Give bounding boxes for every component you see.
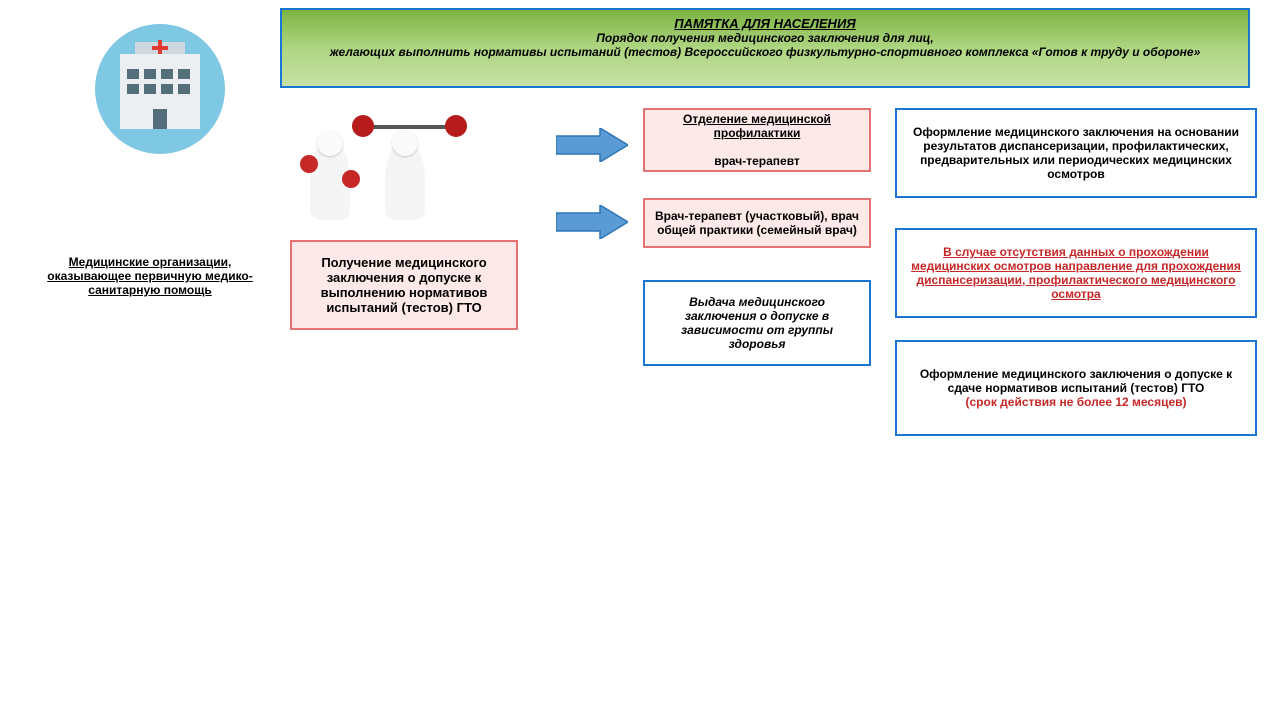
box-department-sub: врач-терапевт — [714, 154, 800, 168]
box-right-3: Оформление медицинского заключения о доп… — [895, 340, 1257, 436]
box-issue-text: Выдача медицинского заключения о допуске… — [655, 295, 859, 351]
box-right-1-text: Оформление медицинского заключения на ос… — [907, 125, 1245, 181]
hospital-icon — [95, 24, 225, 154]
box-issue: Выдача медицинского заключения о допуске… — [643, 280, 871, 366]
box-gto-text: Получение медицинского заключения о допу… — [302, 255, 506, 315]
box-right-1: Оформление медицинского заключения на ос… — [895, 108, 1257, 198]
box-right-3-main: Оформление медицинского заключения о доп… — [907, 367, 1245, 395]
athletes-icon — [300, 110, 470, 230]
box-therapist: Врач-терапевт (участковый), врач общей п… — [643, 198, 871, 248]
box-department-title: Отделение медицинской профилактики — [655, 112, 859, 140]
box-right-2: В случае отсутствия данных о прохождении… — [895, 228, 1257, 318]
box-right-3-red: (срок действия не более 12 месяцев) — [966, 395, 1187, 409]
box-right-2-text: В случае отсутствия данных о прохождении… — [907, 245, 1245, 301]
header-subtitle-2: желающих выполнить нормативы испытаний (… — [312, 45, 1218, 59]
header-subtitle-1: Порядок получения медицинского заключени… — [312, 31, 1218, 45]
arrow-icon-1 — [556, 128, 628, 162]
box-department: Отделение медицинской профилактики врач-… — [643, 108, 871, 172]
header-title: ПАМЯТКА ДЛЯ НАСЕЛЕНИЯ — [312, 16, 1218, 31]
arrow-icon-2 — [556, 205, 628, 239]
medorg-label: Медицинские организации, оказывающее пер… — [35, 255, 265, 297]
box-gto: Получение медицинского заключения о допу… — [290, 240, 518, 330]
box-therapist-text: Врач-терапевт (участковый), врач общей п… — [655, 209, 859, 237]
header-banner: ПАМЯТКА ДЛЯ НАСЕЛЕНИЯ Порядок получения … — [280, 8, 1250, 88]
